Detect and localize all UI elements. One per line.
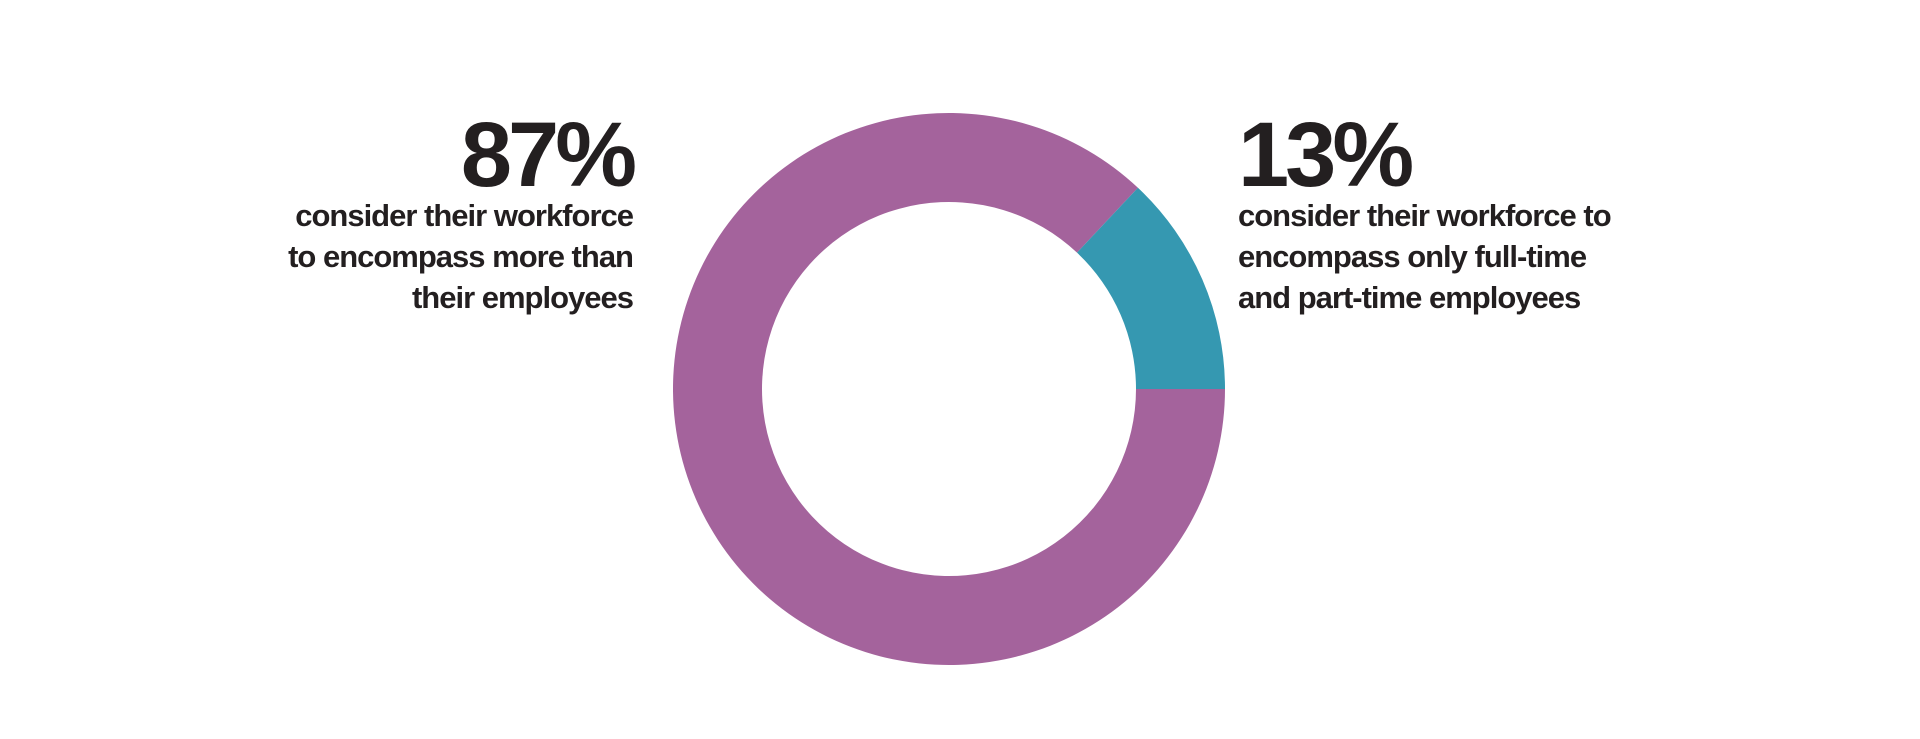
label-line: to encompass more than (288, 239, 633, 274)
value-label: 13% (1238, 104, 1412, 206)
donut-segment (1077, 187, 1225, 389)
label-line: their employees (412, 280, 633, 315)
value-label: 87% (461, 104, 635, 206)
label-line: encompass only full-time (1238, 239, 1587, 274)
donut-segment (673, 112, 1225, 665)
label-line: consider their workforce (295, 198, 634, 233)
label-line: and part-time employees (1238, 280, 1580, 315)
label-line: consider their workforce to (1238, 198, 1611, 233)
